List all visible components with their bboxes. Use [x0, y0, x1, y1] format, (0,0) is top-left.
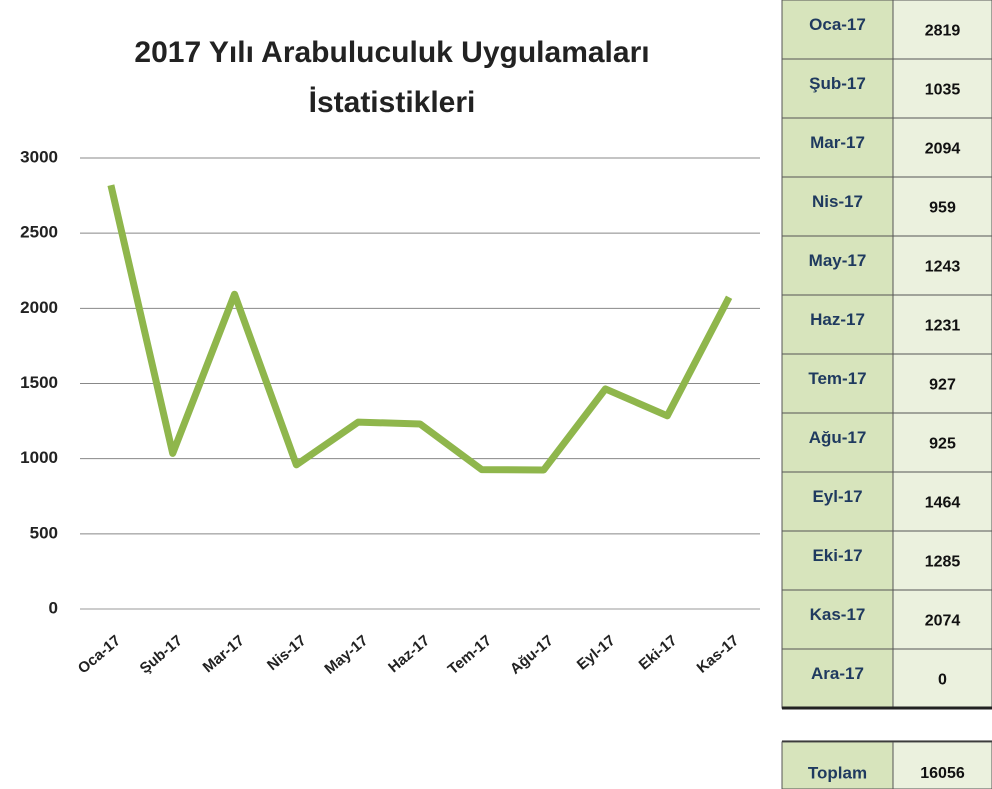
month-cell: [781, 353, 894, 414]
value-cell: [892, 176, 992, 237]
value-cell: [892, 471, 992, 532]
month-label: Tem-17: [808, 369, 866, 388]
total-value: 16056: [920, 765, 965, 782]
y-tick-label: 2500: [20, 223, 58, 242]
month-cell: [781, 235, 894, 296]
value-label: 1243: [925, 259, 961, 276]
value-cell: [892, 412, 992, 473]
month-label: Haz-17: [810, 310, 865, 329]
month-cell: [781, 294, 894, 355]
value-label: 959: [929, 200, 956, 217]
month-cell: [781, 589, 894, 650]
total-value-cell: [892, 741, 992, 789]
value-label: 1035: [925, 82, 961, 99]
x-tick-label: Eyl-17: [574, 632, 619, 673]
x-tick-label: Şub-17: [137, 632, 186, 677]
value-label: 927: [929, 377, 956, 394]
value-cell: [892, 0, 992, 60]
y-tick-label: 3000: [20, 147, 58, 166]
value-label: 2074: [925, 613, 961, 630]
value-label: 2819: [925, 23, 961, 40]
data-line: [107, 184, 733, 474]
month-label: Şub-17: [809, 74, 866, 93]
value-label: 1231: [925, 318, 961, 335]
month-cell: [781, 471, 894, 532]
value-cell: [892, 530, 992, 591]
y-tick-label: 1500: [20, 373, 58, 392]
month-label: May-17: [809, 251, 867, 270]
x-tick-label: Mar-17: [200, 632, 248, 676]
value-cell: [892, 589, 992, 650]
month-label: Nis-17: [812, 192, 863, 211]
y-tick-label: 2000: [20, 298, 58, 317]
y-tick-label: 0: [49, 598, 58, 617]
month-cell: [781, 648, 894, 709]
value-label: 1464: [925, 495, 961, 512]
x-tick-label: Eki-17: [636, 632, 681, 673]
month-cell: [781, 0, 894, 60]
month-label: Oca-17: [809, 15, 866, 34]
month-label: Mar-17: [810, 133, 865, 152]
value-cell: [892, 235, 992, 296]
y-tick-label: 500: [30, 523, 58, 542]
value-label: 925: [929, 436, 956, 453]
value-cell: [892, 648, 992, 709]
chart-title: İstatistikleri: [309, 86, 476, 119]
x-tick-label: Ağu-17: [507, 632, 557, 678]
value-cell: [892, 353, 992, 414]
total-label: Toplam: [808, 763, 867, 782]
month-label: Kas-17: [810, 605, 866, 624]
month-label: Ağu-17: [809, 428, 867, 447]
month-cell: [781, 117, 894, 178]
x-tick-label: Oca-17: [75, 632, 124, 677]
x-tick-label: Haz-17: [385, 632, 433, 676]
x-tick-label: Kas-17: [694, 632, 743, 677]
month-cell: [781, 176, 894, 237]
month-cell: [781, 530, 894, 591]
x-tick-label: Nis-17: [264, 632, 309, 674]
value-label: 0: [938, 672, 947, 689]
month-label: Ara-17: [811, 664, 864, 683]
chart-title: 2017 Yılı Arabuluculuk Uygulamaları: [134, 36, 649, 69]
month-label: Eyl-17: [812, 487, 862, 506]
y-tick-label: 1000: [20, 448, 58, 467]
value-cell: [892, 117, 992, 178]
x-tick-label: May-17: [321, 632, 371, 678]
month-label: Eki-17: [812, 546, 862, 565]
value-label: 1285: [925, 554, 961, 571]
x-tick-label: Tem-17: [445, 632, 495, 678]
value-label: 2094: [925, 141, 961, 158]
